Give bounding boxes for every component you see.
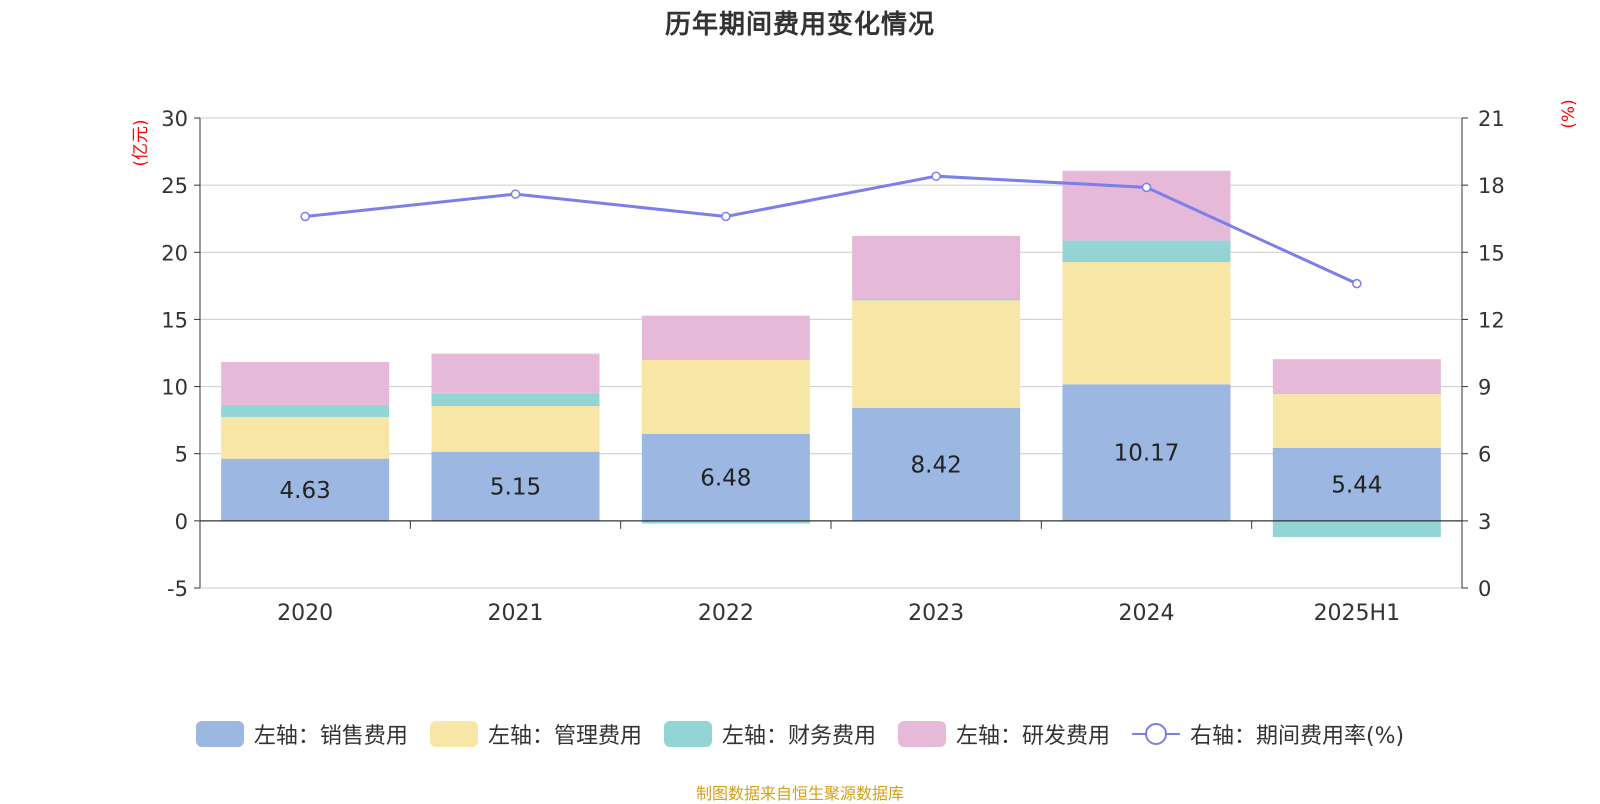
data-label-sales: 5.44 [1331, 472, 1382, 498]
legend-label-rnd: 左轴：研发费用 [955, 724, 1110, 749]
rate-point [721, 211, 731, 222]
bar-finance [1272, 520, 1441, 537]
bar-finance [852, 299, 1021, 301]
x-tick-label: 2023 [908, 601, 964, 626]
left-tick-label: 5 [175, 443, 188, 467]
right-tick-label: 15 [1478, 241, 1505, 265]
grid-lines [200, 117, 1462, 589]
legend-item-rate[interactable]: 右轴：期间费用率(%) [1131, 718, 1405, 750]
bar-sales [221, 458, 390, 521]
legend-item-admin[interactable]: 左轴：管理费用 [429, 718, 642, 750]
data-label-sales: 6.48 [700, 465, 751, 491]
right-tick-label: 18 [1478, 174, 1505, 198]
legend-swatch-finance [663, 721, 712, 747]
data-label-sales: 8.42 [911, 452, 962, 478]
right-tick-label: 0 [1478, 577, 1491, 601]
rate-point [1352, 278, 1362, 289]
left-tick-label: -5 [167, 577, 188, 601]
bar-sales [1272, 447, 1441, 521]
source-note: 制图数据来自恒生聚源数据库 [695, 784, 904, 803]
legend-label-finance: 左轴：财务费用 [721, 724, 876, 749]
rate-line [305, 174, 1358, 285]
bar-admin [852, 300, 1021, 408]
right-tick-label: 6 [1478, 443, 1491, 467]
legend-swatch-rnd [897, 721, 946, 747]
legend: 左轴：销售费用 左轴：管理费用 左轴：财务费用 左轴：研发费用 右轴：期间费用率… [0, 718, 1600, 750]
bar-rnd [431, 353, 600, 394]
bar-rnd [641, 315, 810, 360]
right-axis-unit: (%) [1559, 99, 1579, 128]
bar-admin [1062, 262, 1231, 385]
left-tick-label: 25 [161, 174, 188, 198]
legend-label-admin: 左轴：管理费用 [487, 724, 642, 749]
left-tick-label: 30 [161, 107, 188, 131]
left-tick-label: 15 [161, 308, 188, 332]
bar-finance [431, 393, 600, 407]
right-tick-label: 12 [1478, 308, 1505, 332]
x-tick-label: 2022 [698, 601, 754, 626]
bar-rnd [852, 235, 1021, 300]
bar-admin [431, 406, 600, 452]
rate-point [300, 211, 310, 222]
legend-swatch-rate [1131, 721, 1180, 747]
right-tick-label: 21 [1478, 107, 1505, 131]
bar-rnd [1062, 170, 1231, 241]
bar-rnd [1272, 359, 1441, 395]
bar-admin [641, 359, 810, 434]
legend-item-rnd[interactable]: 左轴：研发费用 [897, 718, 1110, 750]
left-axis-unit: (亿元) [131, 119, 151, 166]
x-tick-label: 2024 [1119, 601, 1175, 626]
legend-label-rate: 右轴：期间费用率(%) [1189, 724, 1405, 749]
data-label-sales: 10.17 [1114, 441, 1180, 467]
rate-line-layer [300, 171, 1362, 289]
legend-item-sales[interactable]: 左轴：销售费用 [195, 718, 408, 750]
legend-swatch-admin [429, 721, 478, 747]
chart-title: 历年期间费用变化情况 [664, 10, 935, 40]
bar-sales [431, 451, 600, 521]
bar-finance [641, 520, 810, 524]
left-tick-label: 10 [161, 376, 188, 400]
legend-label-sales: 左轴：销售费用 [253, 724, 408, 749]
bar-admin [1272, 394, 1441, 448]
axes: -5 0 5 10 15 20 25 30 0 3 6 9 12 15 18 21 (亿元) (%) 2020 202… [131, 99, 1579, 626]
left-tick-label: 20 [161, 241, 188, 265]
bar-sales [641, 433, 810, 521]
legend-swatch-sales [195, 721, 244, 747]
legend-item-finance[interactable]: 左轴：财务费用 [663, 718, 876, 750]
right-tick-label: 9 [1478, 376, 1491, 400]
x-tick-label: 2021 [488, 601, 544, 626]
bar-sales [852, 407, 1021, 521]
bar-admin [221, 417, 390, 459]
data-label-sales: 5.15 [490, 474, 541, 500]
left-tick-label: 0 [175, 510, 188, 534]
rate-point [510, 189, 521, 199]
bar-finance [1062, 240, 1231, 263]
data-labels: 4.63 5.15 6.48 8.42 10.17 5.44 [280, 441, 1383, 504]
rate-point [1141, 182, 1152, 193]
rate-point [931, 171, 941, 181]
bar-rnd [221, 361, 390, 405]
bar-finance [221, 404, 390, 418]
x-tick-label: 2025H1 [1314, 601, 1401, 626]
right-tick-label: 3 [1478, 510, 1491, 534]
bar-layer [221, 170, 1441, 537]
x-tick-label: 2020 [277, 601, 333, 626]
bar-sales [1062, 384, 1231, 521]
data-label-sales: 4.63 [280, 478, 331, 504]
